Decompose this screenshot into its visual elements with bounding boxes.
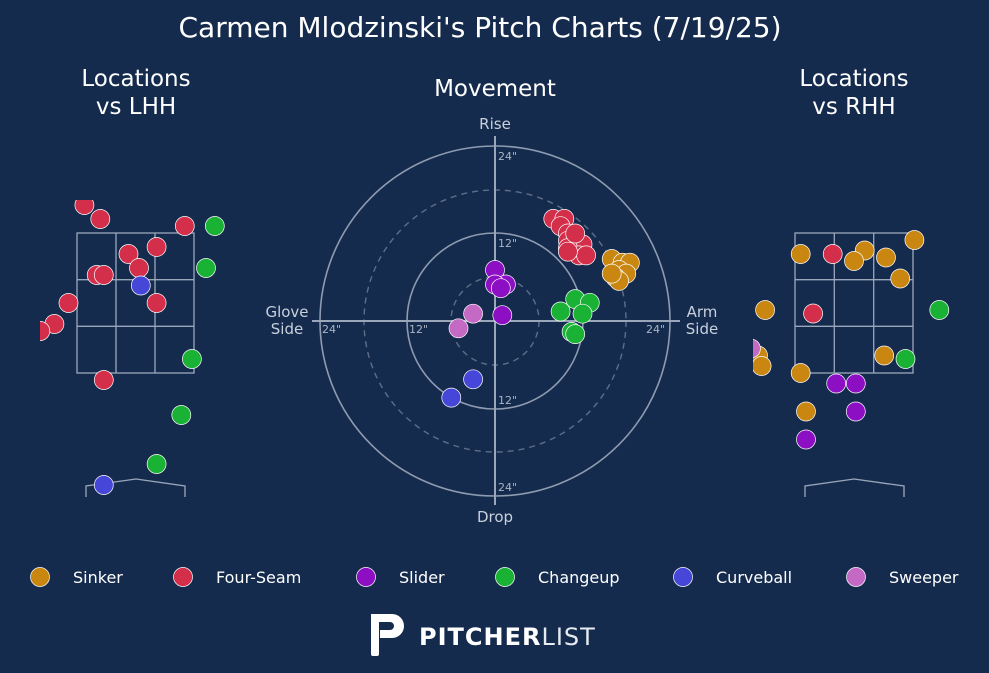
lhh-title-line2: vs LHH <box>96 94 176 120</box>
legend-marker-changeup <box>495 567 515 587</box>
lhh-point-curveball <box>93 475 114 495</box>
lhh-point-changeup <box>196 258 216 278</box>
lhh-point-changeup <box>171 405 192 425</box>
rhh-point-sinker <box>755 300 775 320</box>
movement-point-sinker <box>601 263 622 284</box>
rhh-point-changeup <box>929 300 950 320</box>
movement-glove-label: Glove <box>265 303 308 321</box>
rhh-point-sinker <box>796 401 816 422</box>
rhh-point-changeup <box>895 349 916 369</box>
wordmark-bold: PITCHER <box>419 623 541 651</box>
ring-label-top-24: 24" <box>498 150 517 163</box>
ring-label-right-24: 24" <box>646 323 665 336</box>
legend-label-changeup: Changeup <box>538 568 620 587</box>
legend-label-curveball: Curveball <box>716 568 792 587</box>
rhh-point-four-seam <box>822 244 843 264</box>
rhh-title-line2: vs RHH <box>812 94 895 120</box>
pitcherlist-wordmark: PITCHERLIST <box>419 623 596 651</box>
movement-arm-side-label: Side <box>686 320 718 338</box>
lhh-point-four-seam <box>74 200 95 215</box>
legend-marker-slider <box>356 567 376 587</box>
lhh-point-changeup <box>182 349 202 369</box>
rhh-point-slider <box>845 373 866 394</box>
rhh-point-sinker <box>753 356 772 376</box>
movement-point-sweeper <box>463 303 483 324</box>
movement-point-four-seam <box>576 245 596 266</box>
lhh-point-four-seam <box>146 237 167 257</box>
movement-point-curveball <box>463 369 483 390</box>
rhh-location-points <box>753 230 950 450</box>
movement-arm-label: Arm <box>687 303 718 321</box>
movement-drop-label: Drop <box>477 508 513 526</box>
lhh-point-four-seam <box>174 216 195 236</box>
lhh-point-four-seam <box>93 370 114 390</box>
ring-label-top-12: 12" <box>498 237 517 250</box>
movement-point-slider <box>492 305 513 326</box>
legend-label-sweeper: Sweeper <box>889 568 959 587</box>
rhh-point-sinker <box>844 251 864 271</box>
movement-point-slider <box>490 278 511 299</box>
pitcherlist-p-icon <box>371 614 404 656</box>
rhh-point-sinker <box>904 230 925 250</box>
lhh-title-line1: Locations <box>81 66 190 92</box>
rhh-point-four-seam <box>803 303 823 324</box>
movement-point-changeup <box>565 324 586 344</box>
legend: Sinker Four-Seam Slider Changeup Curveball Sw… <box>30 567 959 587</box>
lhh-point-four-seam <box>146 293 167 313</box>
movement-points <box>441 209 640 408</box>
lhh-point-four-seam <box>93 265 114 285</box>
lhh-point-four-seam <box>118 244 139 264</box>
movement-point-changeup <box>572 303 593 324</box>
movement-point-four-seam <box>565 223 586 244</box>
rhh-point-slider <box>845 401 866 422</box>
movement-point-curveball <box>441 387 462 408</box>
legend-label-slider: Slider <box>399 568 445 587</box>
ring-label-left-12: 12" <box>409 323 428 336</box>
lhh-point-changeup <box>146 454 167 474</box>
movement-rise-label: Rise <box>479 115 511 133</box>
rhh-point-slider <box>796 429 816 450</box>
lhh-point-changeup <box>204 216 225 236</box>
pitcherlist-logo: PITCHERLIST <box>371 614 596 656</box>
legend-marker-sweeper <box>846 567 866 587</box>
lhh-point-four-seam <box>129 258 149 278</box>
lhh-location-points <box>40 200 225 495</box>
lhh-point-four-seam <box>58 293 79 313</box>
rhh-strike-zone <box>794 232 914 374</box>
ring-label-left-24: 24" <box>322 323 341 336</box>
ring-label-bottom-12: 12" <box>498 394 517 407</box>
lhh-point-curveball <box>130 275 151 296</box>
legend-marker-four-seam <box>173 567 193 587</box>
rhh-point-sinker <box>876 247 896 268</box>
chart-title: Carmen Mlodzinski's Pitch Charts (7/19/2… <box>179 11 782 44</box>
movement-title: Movement <box>434 76 556 102</box>
rhh-title-line1: Locations <box>799 66 908 92</box>
legend-marker-sinker <box>30 567 50 587</box>
legend-label-four-seam: Four-Seam <box>216 568 301 587</box>
rhh-point-sinker <box>790 244 811 264</box>
rhh-home-plate <box>804 478 905 497</box>
wordmark-light: LIST <box>541 623 595 651</box>
movement-point-sweeper <box>448 318 469 339</box>
movement-point-four-seam <box>558 241 578 262</box>
lhh-point-four-seam <box>90 209 111 229</box>
movement-point-changeup <box>550 301 571 322</box>
rhh-point-sinker <box>874 345 895 366</box>
legend-label-sinker: Sinker <box>73 568 123 587</box>
lhh-point-four-seam <box>40 321 51 341</box>
rhh-point-sinker <box>890 268 911 289</box>
rhh-point-sweeper <box>753 338 761 359</box>
ring-label-bottom-24: 24" <box>498 481 517 494</box>
rhh-point-sinker <box>790 363 811 383</box>
movement-glove-side-label: Side <box>271 320 303 338</box>
legend-marker-curveball <box>673 567 693 587</box>
rhh-point-slider <box>826 373 847 394</box>
lhh-home-plate <box>85 478 186 497</box>
